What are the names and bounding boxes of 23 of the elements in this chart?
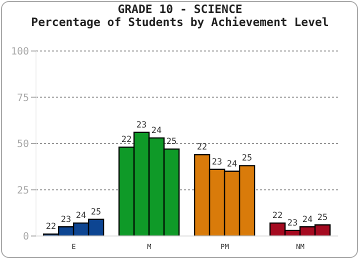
y-tick-label: 0 bbox=[22, 232, 29, 243]
text: 24 bbox=[151, 126, 162, 136]
text: 23 bbox=[287, 218, 298, 228]
series-label: 25 bbox=[90, 207, 102, 218]
text: 25 bbox=[166, 137, 177, 148]
y-tick-label: 75 bbox=[16, 92, 29, 104]
series-label: 22 bbox=[46, 222, 56, 232]
chart-title: GRADE 10 - SCIENCE bbox=[116, 2, 244, 16]
text: 22 bbox=[121, 135, 132, 146]
y-tick-label: 100 bbox=[10, 46, 29, 58]
text: 24 bbox=[226, 159, 238, 170]
text: 24 bbox=[302, 214, 313, 225]
text: 23 bbox=[136, 120, 147, 130]
chart-subtitle: Percentage of Students by Achievement Level bbox=[30, 15, 330, 29]
text: 23 bbox=[212, 157, 222, 168]
text: 22 bbox=[196, 142, 208, 153]
series-label: 24 bbox=[76, 211, 86, 222]
text: 22 bbox=[272, 211, 283, 222]
y-tick-label: 50 bbox=[16, 139, 29, 150]
text: 25 bbox=[317, 212, 328, 223]
text: 25 bbox=[242, 154, 252, 164]
y-tick-label: 25 bbox=[16, 185, 29, 196]
series-label: 23 bbox=[60, 214, 72, 225]
